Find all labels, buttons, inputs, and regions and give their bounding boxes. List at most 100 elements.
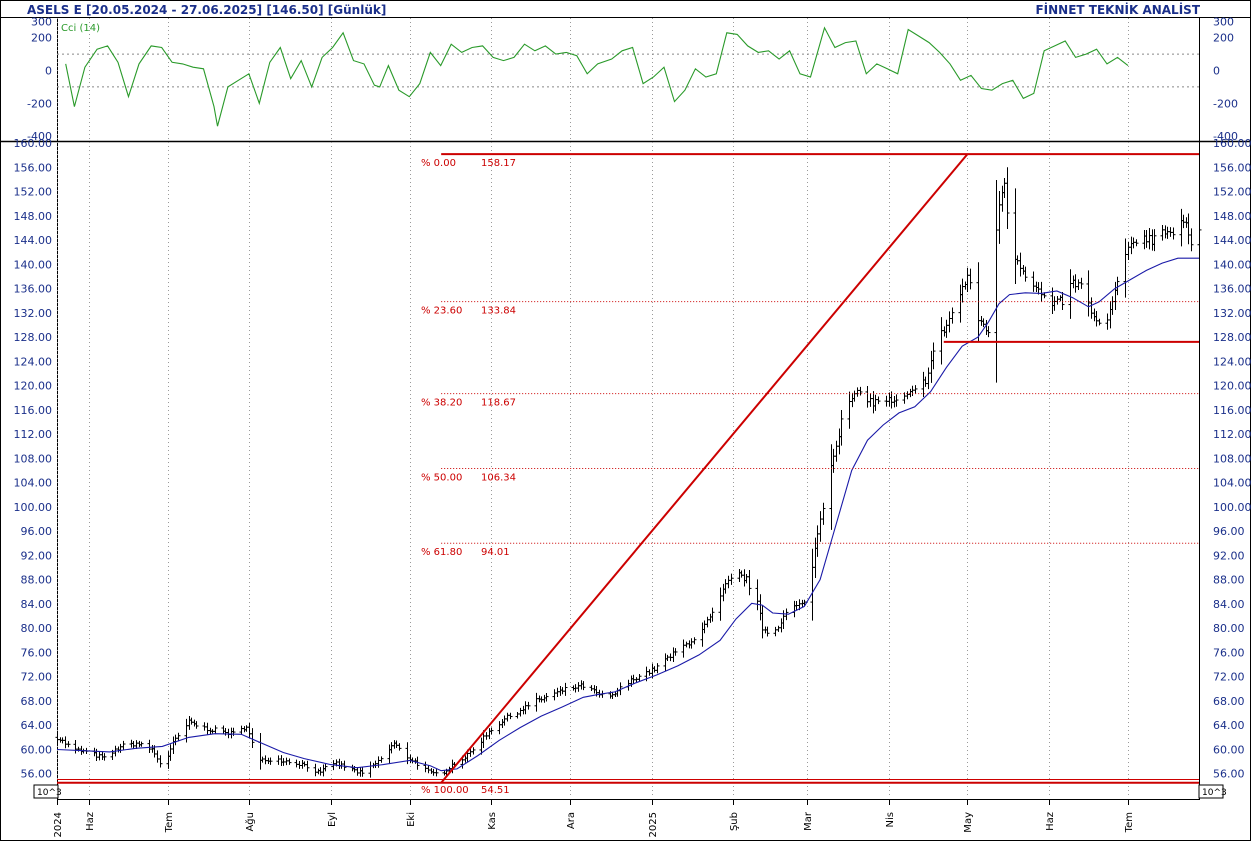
cci-ytick-left: 200 (31, 32, 52, 45)
price-bar (392, 740, 397, 749)
price-bar (92, 747, 97, 757)
price-bar (1150, 229, 1155, 251)
price-ytick-left: 140.00 (14, 258, 53, 271)
price-bar (176, 732, 181, 742)
price-bar (542, 694, 547, 703)
price-bar (355, 766, 360, 776)
price-ytick-right: 84.00 (1213, 598, 1245, 611)
price-bar (1144, 229, 1149, 248)
price-bar (655, 663, 660, 674)
price-ytick-right: 56.00 (1213, 768, 1245, 781)
fib-value-label: 133.84 (481, 306, 516, 317)
price-ytick-left: 124.00 (14, 355, 53, 368)
price-bar (721, 583, 726, 602)
price-bar (710, 607, 715, 622)
price-bar (268, 757, 273, 765)
price-ytick-left: 152.00 (14, 186, 53, 199)
price-bar (302, 761, 307, 767)
price-bar (802, 599, 807, 606)
x-tick-label: Ara (566, 812, 577, 829)
price-bar (1002, 177, 1007, 198)
cci-ytick-right: 300 (1213, 15, 1234, 28)
price-bar (960, 278, 965, 303)
price-ytick-right: 76.00 (1213, 646, 1245, 659)
price-bar (147, 739, 152, 753)
price-bar (263, 755, 268, 765)
price-bar (865, 386, 870, 408)
price-bar (944, 319, 949, 338)
header-last-price: [146.50] (266, 3, 324, 17)
price-bar (1165, 226, 1170, 239)
price-ytick-right: 96.00 (1213, 525, 1245, 538)
price-bar (873, 394, 878, 411)
price-bar (205, 722, 210, 735)
price-bar (434, 769, 439, 777)
price-bar (671, 647, 676, 663)
price-bar (1126, 241, 1131, 261)
price-bar (939, 317, 944, 365)
price-bar (563, 682, 568, 696)
price-bar (1105, 313, 1110, 330)
price-bar (726, 575, 731, 589)
price-bar (358, 766, 363, 777)
price-bar (131, 740, 136, 749)
fib-value-label: 158.17 (481, 158, 516, 169)
price-ytick-right: 132.00 (1213, 307, 1251, 320)
price-bar (534, 692, 539, 712)
price-ytick-left: 88.00 (21, 574, 53, 587)
price-bar (387, 744, 392, 764)
cci-ytick-left: 300 (31, 15, 52, 28)
price-bar (321, 764, 326, 777)
fib-pct-label: % 100.00 (421, 785, 469, 796)
fib-value-label: 94.01 (481, 547, 510, 558)
price-bar (758, 594, 763, 621)
price-bar (1071, 275, 1076, 289)
price-bar (576, 682, 581, 692)
price-bar (73, 740, 78, 754)
price-bar (815, 525, 820, 557)
price-bar (297, 760, 302, 769)
price-bar (894, 394, 899, 407)
header-brand: FİNNET TEKNİK ANALİST (1035, 3, 1200, 17)
price-bar (913, 385, 918, 394)
price-bar (737, 568, 742, 583)
price-bar (1031, 271, 1036, 292)
price-bar (1110, 296, 1115, 315)
price-bar (376, 756, 381, 768)
price-ytick-right: 136.00 (1213, 283, 1251, 296)
price-bar (213, 725, 218, 735)
price-bar (986, 326, 991, 338)
price-bar (908, 388, 913, 398)
scale-note-left: 10^3 (33, 784, 62, 799)
price-ytick-right: 88.00 (1213, 574, 1245, 587)
price-bar (1134, 239, 1139, 247)
x-tick-label: Ağu (244, 812, 256, 832)
price-bar (994, 179, 999, 383)
price-bar (1023, 266, 1028, 282)
price-ytick-right: 68.00 (1213, 695, 1245, 708)
price-bar (284, 757, 289, 766)
price-bar (729, 573, 734, 585)
price-bar (397, 743, 402, 751)
price-bar (981, 318, 986, 328)
price-bar (1086, 270, 1091, 317)
price-bar (121, 740, 126, 750)
price-bar (1097, 318, 1102, 326)
price-bar (339, 761, 344, 769)
price-bar (187, 715, 192, 730)
price-bar (1060, 291, 1065, 310)
price-bar (739, 570, 744, 578)
price-bar (968, 268, 973, 290)
price-bar (360, 767, 365, 777)
fib-value-label: 106.34 (481, 472, 516, 483)
price-ytick-left: 112.00 (14, 428, 53, 441)
price-ytick-left: 128.00 (14, 331, 53, 344)
price-ytick-left: 144.00 (14, 234, 53, 247)
price-bar (1000, 185, 1005, 212)
price-bar (834, 440, 839, 462)
price-bar (702, 620, 707, 634)
price-bar (337, 758, 342, 770)
price-bar (497, 721, 502, 735)
